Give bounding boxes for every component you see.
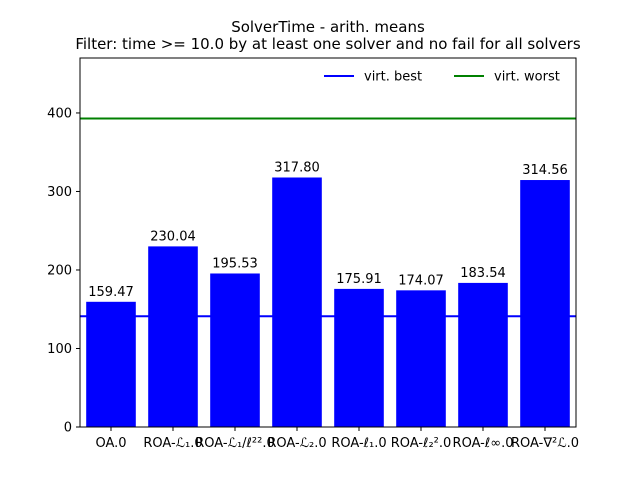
y-tick-label: 0 [64, 421, 72, 436]
chart-subtitle: Filter: time >= 10.0 by at least one sol… [75, 35, 581, 53]
bar [210, 273, 260, 427]
x-tick-label: ROA-ℓ₁.0 [331, 436, 386, 451]
legend-label: virt. worst [494, 70, 560, 85]
bar-value-label: 174.07 [398, 273, 444, 288]
plot-area: 159.47 OA.0 230.04 ROA-ℒ₁.0 195.53 ROA-ℒ₁/ℓ²²… [47, 57, 579, 451]
bar [272, 177, 322, 427]
bar-value-label: 175.91 [336, 272, 382, 287]
chart-title: SolverTime - arith. means [231, 18, 425, 36]
y-tick-label: 300 [47, 185, 72, 200]
bar [396, 290, 446, 427]
bar [148, 246, 198, 427]
x-tick-label: ROA-ℒ₁.0 [143, 436, 202, 451]
x-tick-label: ROA-∇²ℒ.0 [511, 436, 579, 451]
bar-value-label: 183.54 [460, 266, 506, 281]
bar [334, 288, 384, 427]
x-tick-label: ROA-ℓ₂².0 [391, 436, 452, 451]
bar-value-label: 317.80 [274, 160, 320, 175]
bar-value-label: 314.56 [522, 163, 568, 178]
bar [458, 282, 508, 427]
x-tick-label: OA.0 [95, 436, 126, 451]
y-tick-label: 400 [47, 106, 72, 121]
bar [520, 180, 570, 427]
bar-value-label: 230.04 [150, 229, 196, 244]
axes-frame [79, 57, 577, 428]
bar-value-label: 195.53 [212, 256, 258, 271]
legend-label: virt. best [364, 70, 422, 85]
x-tick-label: ROA-ℒ₂.0 [267, 436, 326, 451]
x-tick-label: ROA-ℒ₁/ℓ²².0 [195, 436, 275, 451]
x-tick-label: ROA-ℓ∞.0 [453, 436, 514, 451]
y-tick-label: 200 [47, 263, 72, 278]
y-tick-label: 100 [47, 342, 72, 357]
bar [86, 301, 136, 427]
bar-value-label: 159.47 [88, 285, 134, 300]
